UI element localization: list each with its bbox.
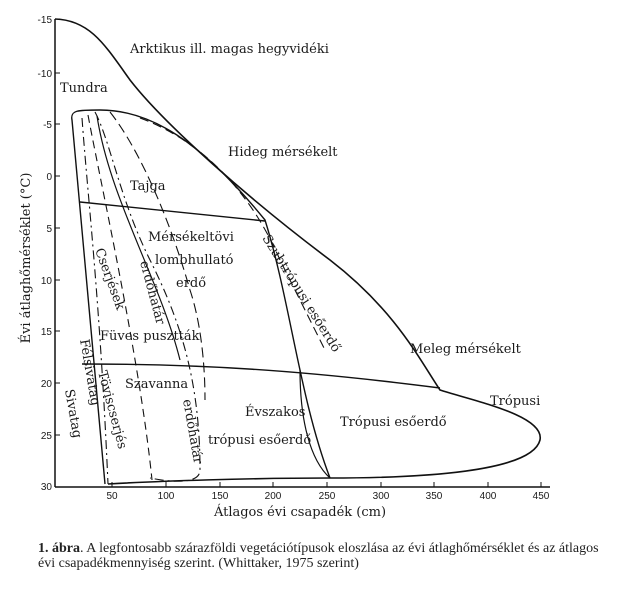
region-savanna: Szavanna: [125, 377, 188, 392]
region-temperate-forest: Mérsékeltövi: [148, 230, 234, 245]
y-tick-label: 20: [41, 379, 53, 390]
y-tick-label: 15: [41, 327, 53, 338]
region-warm-temperate: Meleg mérsékelt: [410, 342, 522, 357]
y-tick-label: 25: [41, 431, 53, 442]
seasonal-divider: [299, 369, 331, 479]
region-grassland: Füves pusztták: [100, 329, 200, 344]
region-temperate-forest: erdő: [176, 276, 206, 291]
x-tick-label: 350: [426, 491, 443, 502]
y-axis-title: Évi átlaghőmérséklet (°C): [18, 173, 34, 344]
region-temperate-forest: lombhullató: [155, 253, 234, 268]
region-shrubland: Cserjések: [91, 246, 127, 312]
x-axis-title: Átlagos évi csapadék (cm): [213, 504, 386, 520]
x-tick-label: 200: [265, 491, 282, 502]
y-ticks: -15 -10 -5 0 5 10 15 20 25 30: [38, 15, 60, 493]
tropical-boundary: [81, 363, 441, 389]
x-tick-label: 400: [480, 491, 497, 502]
region-taiga: Tajga: [130, 179, 166, 194]
diagram-canvas: -15 -10 -5 0 5 10 15 20 25 30 50 100 150…: [18, 15, 550, 520]
region-desert: Sivatag: [61, 388, 84, 439]
y-tick-label: -10: [38, 69, 53, 80]
subtropical-dashline: [139, 117, 326, 351]
region-forest-border: erdőhatár: [179, 398, 205, 466]
region-seasonal-forest: Évszakos: [245, 404, 305, 420]
y-tick-label: 0: [46, 172, 52, 183]
y-tick-label: 30: [41, 482, 53, 493]
desert-dashline: [81, 117, 109, 485]
shrub-line: [96, 115, 181, 361]
x-tick-label: 450: [533, 491, 550, 502]
caption-label: 1. ábra: [38, 541, 80, 556]
region-seasonal-forest: trópusi esőerdő: [208, 433, 311, 448]
region-arctic: Arktikus ill. magas hegyvidéki: [129, 42, 329, 57]
x-tick-label: 150: [212, 491, 229, 502]
region-tundra: Tundra: [60, 81, 108, 96]
y-tick-label: -15: [38, 15, 53, 26]
figure-caption: 1. ábra. A legfontosabb szárazföldi vege…: [38, 541, 608, 571]
region-subtropical-rainforest: Szubtrópusi esőerdő: [259, 232, 344, 355]
x-tick-label: 50: [106, 491, 118, 502]
x-tick-label: 300: [373, 491, 390, 502]
temperate-dashline: [109, 111, 206, 401]
taiga-boundary: [79, 201, 266, 222]
y-tick-label: 5: [46, 224, 52, 235]
y-tick-label: 10: [41, 276, 53, 287]
whittaker-biome-diagram: -15 -10 -5 0 5 10 15 20 25 30 50 100 150…: [18, 15, 550, 520]
x-ticks: 50 100 150 200 250 300 350 400 450: [106, 482, 550, 502]
region-tropical: Trópusi: [490, 394, 540, 409]
region-cold-temperate: Hideg mérsékelt: [228, 145, 338, 160]
caption-text: . A legfontosabb szárazföldi vegetációtí…: [38, 541, 599, 571]
region-forest-border: erdőhatár: [136, 259, 168, 327]
x-tick-label: 250: [319, 491, 336, 502]
forest-border-dashline: [94, 111, 201, 482]
x-tick-label: 100: [158, 491, 175, 502]
region-tropical-rainforest: Trópusi esőerdő: [340, 415, 447, 430]
grass-dashline: [87, 114, 153, 481]
y-tick-label: -5: [43, 120, 52, 131]
